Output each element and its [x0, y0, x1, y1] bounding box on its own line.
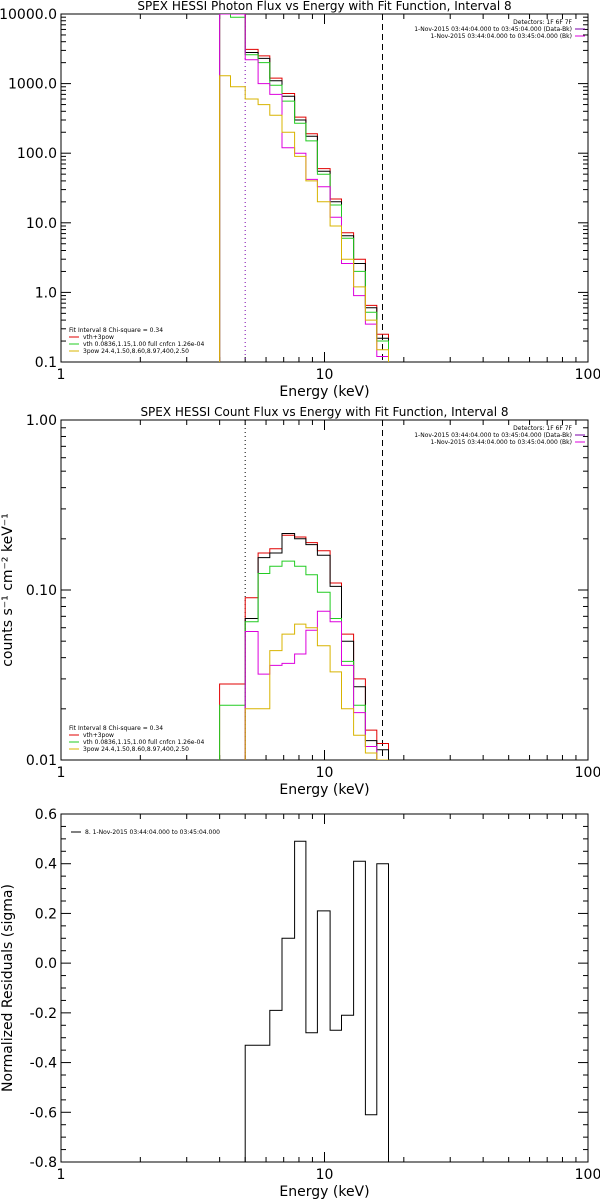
legend-entry: 3pow 24.4,1.50,8.60,8.97,400,2.50 — [83, 348, 189, 355]
x-tick-label: 10 — [316, 765, 334, 781]
y-tick-label: 10000.0 — [0, 7, 57, 23]
plot-title: SPEX HESSI Count Flux vs Energy with Fit… — [140, 405, 508, 419]
series-line-3pow — [244, 623, 389, 760]
plot-3: 1 10 100 -0.8 -0.6 -0.4 -0.2 0.0 0.2 0.4 0.6 Energy… — [0, 807, 600, 1200]
legend-entry: Fit Interval 8 Chi-square = 0.34 — [69, 327, 163, 334]
y-tick-label: -0.8 — [30, 1155, 57, 1171]
y-tick-label: 1000.0 — [8, 77, 57, 93]
x-tick-label: 1 — [57, 367, 66, 383]
x-tick-label: 1 — [57, 1167, 66, 1183]
legend-entry: 1-Nov-2015 03:44:04.000 to 03:45:04.000 … — [414, 26, 572, 33]
y-tick-label: 0.4 — [35, 857, 57, 873]
legend-entry: Detectors: 1F 6F 7F — [513, 19, 572, 26]
series-group — [219, 14, 389, 362]
y-tick-label: 1.0 — [35, 285, 57, 301]
plot-title: SPEX HESSI Photon Flux vs Energy with Fi… — [137, 0, 511, 13]
x-axis-label: Energy (keV) — [279, 782, 369, 798]
legend-entry: Detectors: 1F 6F 7F — [513, 425, 572, 432]
series-line-bk — [244, 610, 389, 760]
x-axis-label: Energy (keV) — [279, 1184, 369, 1200]
plot-2: SPEX HESSI Count Flux vs Energy with Fit… — [0, 405, 600, 798]
series-line-vth — [219, 560, 389, 760]
x-axis-label: Energy (keV) — [279, 384, 369, 400]
series-group — [219, 420, 389, 760]
legend-entry: 1-Nov-2015 03:44:04.000 to 03:45:04.000 … — [414, 432, 572, 439]
series-line-data-bk — [244, 533, 389, 760]
y-tick-label: 0.10 — [26, 583, 57, 599]
series-line-3pow — [219, 75, 389, 362]
y-axis-label: counts s⁻¹ cm⁻² keV⁻¹ — [0, 513, 16, 667]
plot-frame — [60, 13, 589, 363]
y-tick-label: -0.2 — [30, 1006, 57, 1022]
legend-entry: 1-Nov-2015 03:44:04.000 to 03:45:04.000 … — [430, 439, 572, 446]
y-tick-label: 0.1 — [35, 355, 57, 371]
y-tick-label: 0.0 — [35, 956, 57, 972]
y-tick-label: 100.0 — [17, 146, 57, 162]
y-tick-label: 0.6 — [35, 807, 57, 823]
series-group — [244, 840, 389, 1162]
x-tick-label: 10 — [316, 1167, 334, 1183]
legend-entry: Fit Interval 8 Chi-square = 0.34 — [69, 725, 163, 732]
y-tick-label: 10.0 — [26, 216, 57, 232]
y-tick-label: 1.00 — [26, 413, 57, 429]
x-tick-label: 100 — [575, 765, 600, 781]
plot-1: SPEX HESSI Photon Flux vs Energy with Fi… — [0, 0, 600, 400]
y-axis-label: Normalized Residuals (sigma) — [0, 884, 16, 1092]
legend-entry: 3pow 24.4,1.50,8.60,8.97,400,2.50 — [83, 746, 189, 753]
y-tick-label: 0.01 — [26, 753, 57, 769]
legend-entry: vth+3pow — [83, 334, 114, 341]
legend-entry: 8. 1-Nov-2015 03:44:04.000 to 03:45:04.0… — [85, 829, 220, 836]
y-tick-label: -0.4 — [30, 1056, 57, 1072]
plot-frame — [60, 813, 589, 1163]
x-tick-label: 100 — [575, 367, 600, 383]
plot-frame — [60, 419, 589, 761]
legend-entry: vth+3pow — [83, 732, 114, 739]
x-tick-label: 10 — [316, 367, 334, 383]
legend-entry: vth 0.0836,1.15,1.00 full cnfcn 1.26e-04 — [83, 739, 204, 746]
x-tick-label: 1 — [57, 765, 66, 781]
y-tick-label: -0.6 — [30, 1105, 57, 1121]
x-tick-label: 100 — [575, 1167, 600, 1183]
legend-entry: 1-Nov-2015 03:44:04.000 to 03:45:04.000 … — [430, 33, 572, 40]
series-line — [244, 840, 389, 1162]
legend-entry: vth 0.0836,1.15,1.00 full cnfcn 1.26e-04 — [83, 341, 204, 348]
y-tick-label: 0.2 — [35, 906, 57, 922]
